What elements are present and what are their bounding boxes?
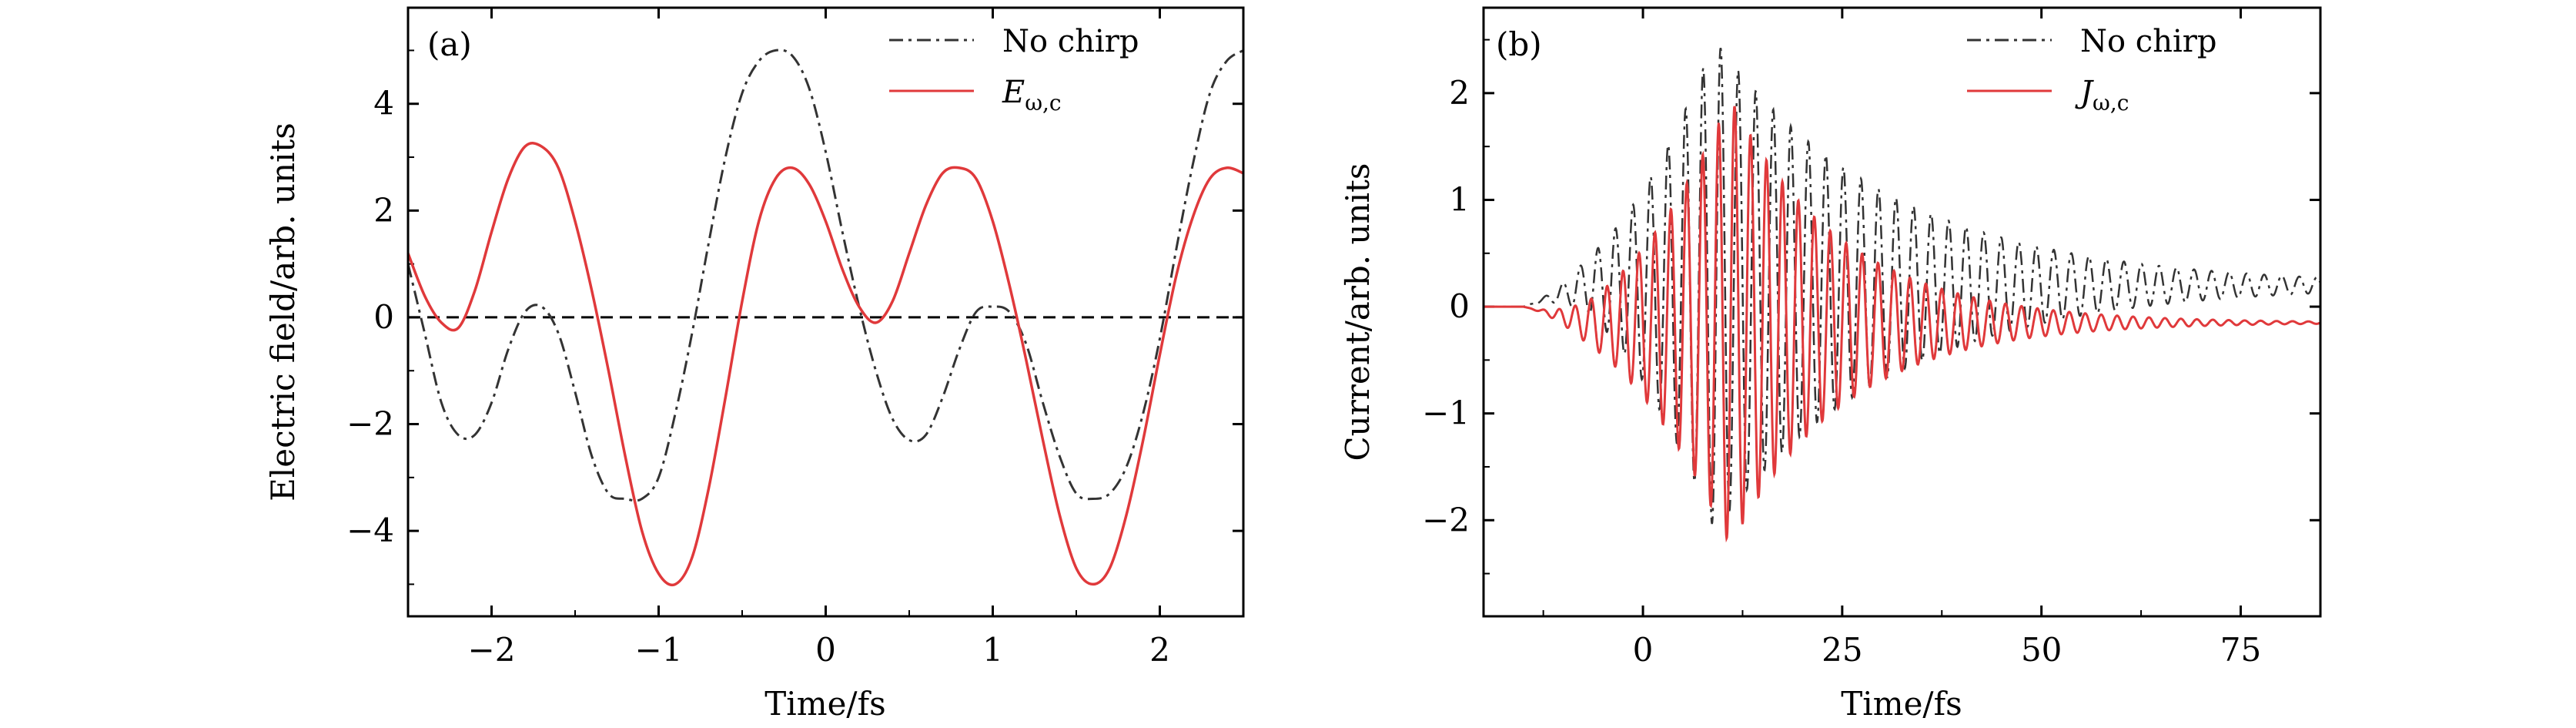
panel-b-y-tick-label: 0	[1449, 287, 1470, 325]
panel-a-legend-e-subscript: ω,c	[1025, 90, 1061, 116]
panel-b-series-line-j-omega-c	[1484, 106, 2320, 543]
panel-a-legend-e-main: E	[1002, 75, 1025, 110]
panel-a-x-tick-label: 1	[982, 631, 1003, 669]
panel-a-x-axis-label: Time/fs	[764, 685, 885, 723]
panel-b-y-tick-label: 2	[1449, 74, 1470, 112]
panel-b-label: (b)	[1496, 25, 1542, 63]
panel-b-x-tick-label: 75	[2220, 631, 2261, 669]
panel-a-x-tick-label: 2	[1149, 631, 1170, 669]
panel-a-label: (a)	[427, 25, 472, 63]
panel-a-legend: No chirp Eω,c	[889, 24, 1139, 116]
panel-a-series-line-e-omega-c	[406, 142, 1244, 587]
panel-b-legend-j-subscript: ω,c	[2093, 90, 2129, 116]
panel-a-plot-frame	[406, 6, 1245, 618]
panel-b-y-tick-label: −1	[1422, 394, 1470, 432]
panel-a-ticks: −2 −1 0 1 2 −4 −2 0 2 4	[346, 8, 1244, 669]
panel-b-legend-label-no-chirp: No chirp	[2080, 24, 2216, 59]
panel-a-y-tick-label: 0	[373, 298, 394, 336]
panel-a-series-line-no-chirp	[406, 49, 1244, 502]
panel-b-legend: No chirp Jω,c	[1967, 24, 2216, 116]
panel-b-plot-frame	[1482, 6, 2322, 618]
panel-a-legend-label-e: Eω,c	[1002, 75, 1062, 116]
panel-b-y-tick-label: 1	[1449, 180, 1470, 218]
panel-a-electric-field-chart: −2 −1 0 1 2 −4 −2 0 2 4 (a) Time/fs Electric fiel…	[264, 6, 1245, 723]
panel-b-ticks: 0 25 50 75 −2 −1 0 1 2	[1422, 8, 2320, 669]
panel-b-legend-label-j: Jω,c	[2075, 75, 2129, 116]
panel-a-x-tick-label: −2	[468, 631, 516, 669]
panel-a-y-tick-label: −2	[346, 405, 394, 443]
panel-a-y-tick-label: 2	[373, 191, 394, 229]
panel-b-x-tick-label: 0	[1633, 631, 1654, 669]
panel-a-y-tick-label: −4	[346, 512, 394, 549]
panel-a-legend-label-no-chirp: No chirp	[1002, 24, 1139, 59]
panel-b-series-line-no-chirp	[1484, 47, 2320, 525]
panel-b-x-tick-label: 50	[2021, 631, 2062, 669]
panel-b-x-axis-label: Time/fs	[1841, 685, 1962, 723]
panel-b-y-tick-label: −2	[1422, 501, 1470, 538]
panel-b-y-axis-label: Current/arb. units	[1339, 163, 1377, 461]
panel-b-legend-j-main: J	[2075, 75, 2094, 110]
panel-b-x-tick-label: 25	[1822, 631, 1862, 669]
panel-a-y-axis-label: Electric field/arb. units	[264, 122, 302, 502]
panel-b-series	[1484, 47, 2320, 543]
panel-a-x-tick-label: 0	[815, 631, 836, 669]
panel-a-series	[406, 49, 1244, 587]
panel-a-x-tick-label: −1	[635, 631, 683, 669]
panel-a-y-tick-label: 4	[373, 85, 394, 122]
panel-b-current-chart: 0 25 50 75 −2 −1 0 1 2 (b) Time/fs Current/arb. …	[1339, 6, 2322, 723]
